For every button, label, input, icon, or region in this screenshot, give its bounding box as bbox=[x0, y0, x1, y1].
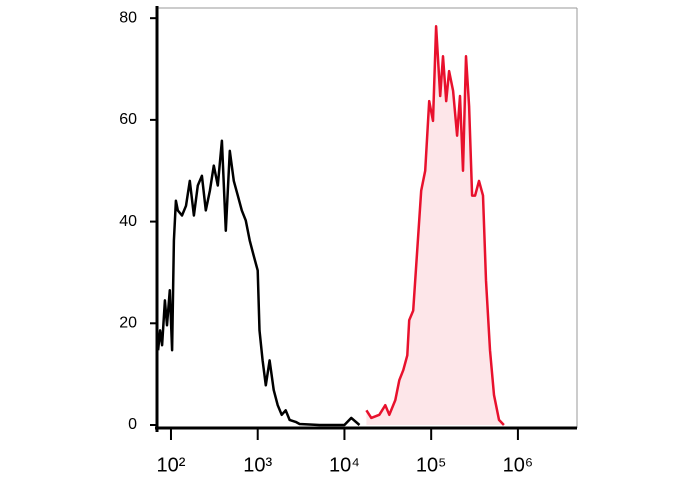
x-tick-label: 10⁴ bbox=[329, 454, 360, 476]
histogram-line bbox=[156, 139, 361, 427]
histogram-line bbox=[365, 25, 505, 426]
x-tick-label: 10³ bbox=[243, 454, 272, 476]
x-tick-label: 10⁵ bbox=[416, 454, 447, 476]
y-tick-label: 40 bbox=[119, 213, 137, 230]
y-tick-label: 20 bbox=[119, 315, 137, 332]
y-tick-label: 0 bbox=[128, 416, 137, 433]
y-tick-label: 60 bbox=[119, 111, 137, 128]
x-tick-label: 10⁶ bbox=[503, 454, 533, 476]
plot-area bbox=[156, 25, 505, 427]
x-tick-label: 10² bbox=[157, 454, 186, 476]
y-tick-label: 80 bbox=[119, 9, 137, 26]
